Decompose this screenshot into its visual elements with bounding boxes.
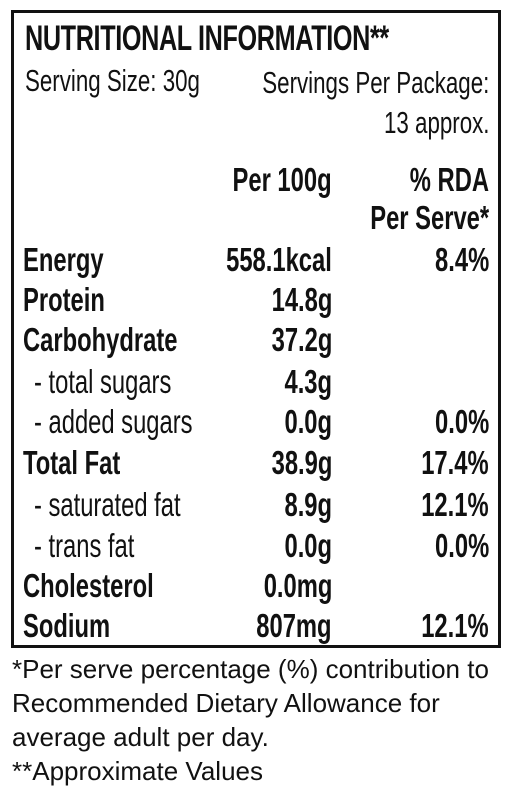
serving-size: Serving Size: 30g xyxy=(25,63,200,98)
per-100g-value: 0.0mg xyxy=(263,567,332,604)
per-100g-value: 8.9g xyxy=(284,486,332,523)
footnote-rda-line: *Per serve percentage (%) contribution t… xyxy=(12,654,489,684)
nutrient-label: Total Fat xyxy=(23,444,121,481)
per-100g-value: 37.2g xyxy=(271,321,332,358)
rda-value: 8.4% xyxy=(434,241,489,278)
footnote-rda-line: average adult per day. xyxy=(12,722,269,752)
nutrient-label: Carbohydrate xyxy=(23,321,178,358)
per-100g-value: 558.1kcal xyxy=(226,241,332,278)
rda-value: 12.1% xyxy=(421,486,489,523)
footnote-approximate: **Approximate Values xyxy=(12,756,263,786)
table-row: Cholesterol 0.0mg xyxy=(14,567,498,607)
footnotes: *Per serve percentage (%) contribution t… xyxy=(12,652,512,788)
table-row: Protein 14.8g xyxy=(14,281,498,321)
nutrient-label: Cholesterol xyxy=(23,567,154,604)
nutrient-label: Energy xyxy=(23,241,104,278)
column-header-per-100g: Per 100g xyxy=(232,161,332,198)
per-100g-value: 0.0g xyxy=(284,403,332,440)
table-row: - total sugars 4.3g xyxy=(14,363,498,403)
table-row: Carbohydrate 37.2g xyxy=(14,321,498,361)
rda-value: 0.0% xyxy=(434,403,489,440)
nutrient-label: - total sugars xyxy=(34,363,172,400)
per-100g-value: 14.8g xyxy=(271,281,332,318)
nutrient-label: - saturated fat xyxy=(34,486,181,523)
nutrient-label: Sodium xyxy=(23,607,111,644)
nutrient-label: Protein xyxy=(23,281,105,318)
per-100g-value: 0.0g xyxy=(284,527,332,564)
column-header-rda: % RDA Per Serve* xyxy=(370,161,489,236)
footnote-rda-line: Recommended Dietary Allowance for xyxy=(12,688,440,718)
per-100g-value: 38.9g xyxy=(271,444,332,481)
table-row: - saturated fat 8.9g 12.1% xyxy=(14,486,498,526)
servings-per-package: Servings Per Package: 13 approx. xyxy=(174,63,489,143)
servings-per-package-label: Servings Per Package: xyxy=(261,65,489,100)
rda-value: 12.1% xyxy=(421,607,489,644)
panel-title: NUTRITIONAL INFORMATION** xyxy=(25,19,389,58)
per-100g-value: 807mg xyxy=(256,607,332,644)
nutrient-label: - added sugars xyxy=(34,403,193,440)
rda-value: 17.4% xyxy=(421,444,489,481)
table-row: Energy 558.1kcal 8.4% xyxy=(14,241,498,281)
table-row: Total Fat 38.9g 17.4% xyxy=(14,444,498,484)
nutrient-label: - trans fat xyxy=(34,527,135,564)
nutrition-facts-panel: NUTRITIONAL INFORMATION** Serving Size: … xyxy=(11,10,501,648)
table-row: - added sugars 0.0g 0.0% xyxy=(14,403,498,443)
table-row: - trans fat 0.0g 0.0% xyxy=(14,527,498,567)
table-row: Sodium 807mg 12.1% xyxy=(14,607,498,647)
rda-value: 0.0% xyxy=(434,527,489,564)
per-100g-value: 4.3g xyxy=(284,363,332,400)
servings-per-package-value: 13 approx. xyxy=(383,105,489,140)
